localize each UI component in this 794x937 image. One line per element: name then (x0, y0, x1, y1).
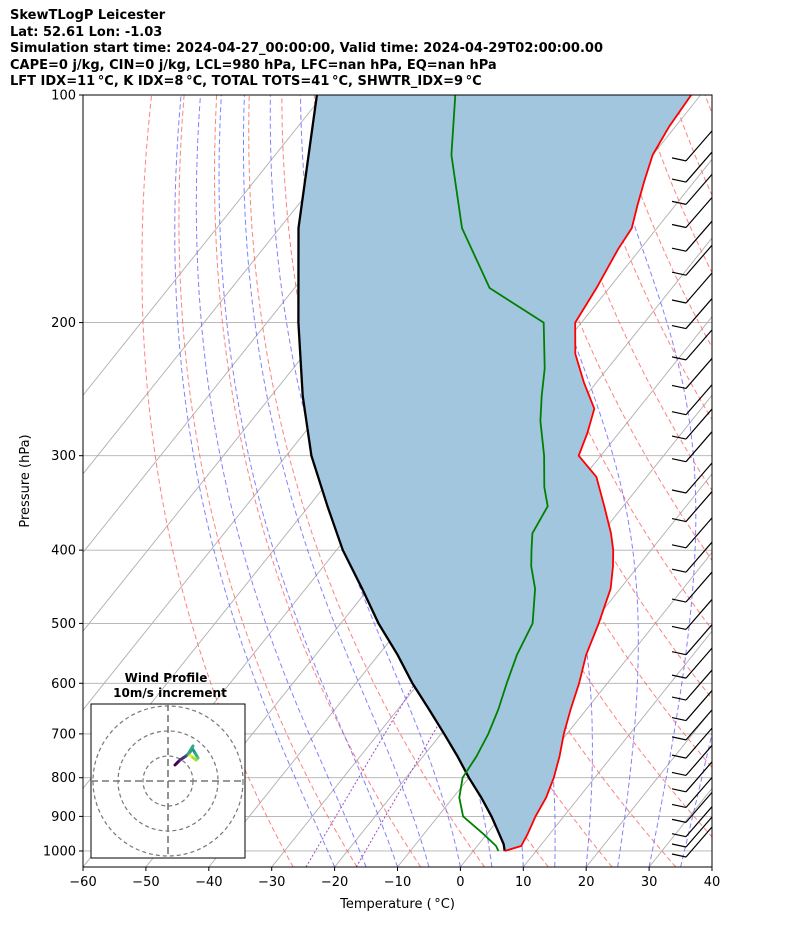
x-tick-label: −10 (384, 875, 411, 890)
inset-subtitle: 10m/s increment (113, 686, 227, 700)
x-tick-label: 30 (641, 875, 658, 890)
wind-barb (671, 669, 712, 701)
dry-adiabat (213, 95, 422, 867)
dry-adiabat (574, 95, 712, 421)
wind-barb (671, 329, 712, 361)
inset-title: Wind Profile (125, 671, 208, 685)
x-tick-label: −30 (258, 875, 285, 890)
x-axis-label: Temperature ( °C) (339, 897, 455, 912)
wind-barb (671, 806, 712, 838)
chart-header: SkewTLogP Leicester Lat: 52.61 Lon: -1.0… (10, 8, 603, 91)
location-line: Lat: 52.61 Lon: -1.03 (10, 24, 163, 40)
x-tick-label: −40 (195, 875, 222, 890)
wind-barb (671, 791, 712, 823)
wind-barb (671, 745, 712, 776)
isotherm-line (522, 630, 712, 867)
moist-adiabat (502, 95, 639, 867)
isotherm-line (83, 95, 387, 475)
wind-barb (671, 571, 712, 603)
chart-title: SkewTLogP Leicester (10, 8, 166, 23)
dry-adiabat (639, 95, 712, 274)
dry-adiabat (541, 95, 712, 492)
wind-barb (671, 647, 712, 679)
dry-adiabat (704, 95, 712, 115)
dry-adiabat (178, 95, 358, 867)
y-tick-label: 900 (51, 810, 76, 825)
wind-barb (671, 408, 712, 440)
x-tick-label: −60 (69, 875, 96, 890)
x-tick-label: 20 (578, 875, 595, 890)
wind-barb (671, 298, 712, 330)
wind-barb (671, 761, 712, 793)
wind-barb (671, 358, 712, 390)
wind-barb (671, 130, 712, 162)
mixing-ratio-line (355, 683, 463, 867)
moist-adiabat (174, 95, 336, 867)
y-tick-label: 400 (51, 544, 76, 559)
x-tick-label: 0 (456, 875, 464, 890)
wind-barb (671, 727, 712, 759)
dewpoint-line (450, 95, 549, 852)
time-line: Simulation start time: 2024-04-27_00:00:… (10, 41, 603, 56)
x-tick-label: 40 (704, 875, 721, 890)
y-tick-label: 700 (51, 727, 76, 742)
moist-adiabat (195, 95, 367, 867)
dry-adiabat (738, 95, 794, 867)
wind-barb (671, 709, 712, 741)
y-axis-label: Pressure (hPa) (18, 434, 33, 527)
dry-adiabat (141, 95, 294, 867)
wind-barb (671, 599, 712, 630)
wind-barb (671, 624, 712, 656)
wind-barb (671, 690, 712, 722)
x-tick-label: −20 (321, 875, 348, 890)
y-tick-label: 200 (51, 316, 76, 331)
isotherm-line (334, 394, 712, 867)
moist-adiabat (243, 95, 430, 867)
wind-profile-inset: Wind Profile 10m/s increment (90, 671, 246, 859)
wind-barb (671, 384, 712, 416)
wind-barb (671, 173, 712, 205)
wind-barb (671, 244, 712, 276)
indices-line-2: LFT IDX=11 °C, K IDX=8 °C, TOTAL TOTS=41… (10, 74, 482, 89)
wind-barb (671, 151, 712, 183)
y-tick-label: 500 (51, 617, 76, 632)
moist-adiabat (269, 95, 461, 867)
x-tick-label: −50 (132, 875, 159, 890)
wind-barb (671, 462, 712, 494)
hodograph-trace (186, 744, 195, 756)
wind-barb (671, 272, 712, 304)
wind-barb (671, 826, 712, 858)
y-tick-label: 300 (51, 449, 76, 464)
indices-line-1: CAPE=0 j/kg, CIN=0 j/kg, LCL=980 hPa, LF… (10, 57, 497, 73)
parcel-profile-line (297, 95, 506, 852)
moist-adiabat (593, 95, 697, 867)
y-tick-label: 100 (51, 89, 76, 104)
wind-barb (671, 491, 712, 523)
y-tick-label: 800 (51, 771, 76, 786)
wind-barb (671, 220, 712, 252)
isotherm-line (775, 95, 794, 867)
y-tick-label: 1000 (43, 844, 76, 859)
x-tick-label: 10 (515, 875, 532, 890)
moist-adiabat (680, 731, 712, 867)
dry-adiabat (248, 95, 485, 867)
mixing-ratio-line (305, 683, 416, 867)
moist-adiabat (711, 865, 712, 867)
wind-barb (671, 431, 712, 463)
isotherm-line (711, 866, 712, 867)
y-tick-label: 600 (51, 677, 76, 692)
wind-barb (671, 816, 712, 848)
wind-barb (671, 197, 712, 229)
wind-barb (671, 517, 712, 549)
moist-adiabat (218, 95, 398, 867)
temperature-line (504, 95, 692, 852)
dry-adiabat (671, 95, 712, 197)
dry-adiabat (770, 95, 794, 867)
wind-barb (671, 777, 712, 809)
cin-shaded-area (298, 95, 692, 851)
wind-barb (671, 541, 712, 573)
isotherm-line (585, 709, 712, 867)
